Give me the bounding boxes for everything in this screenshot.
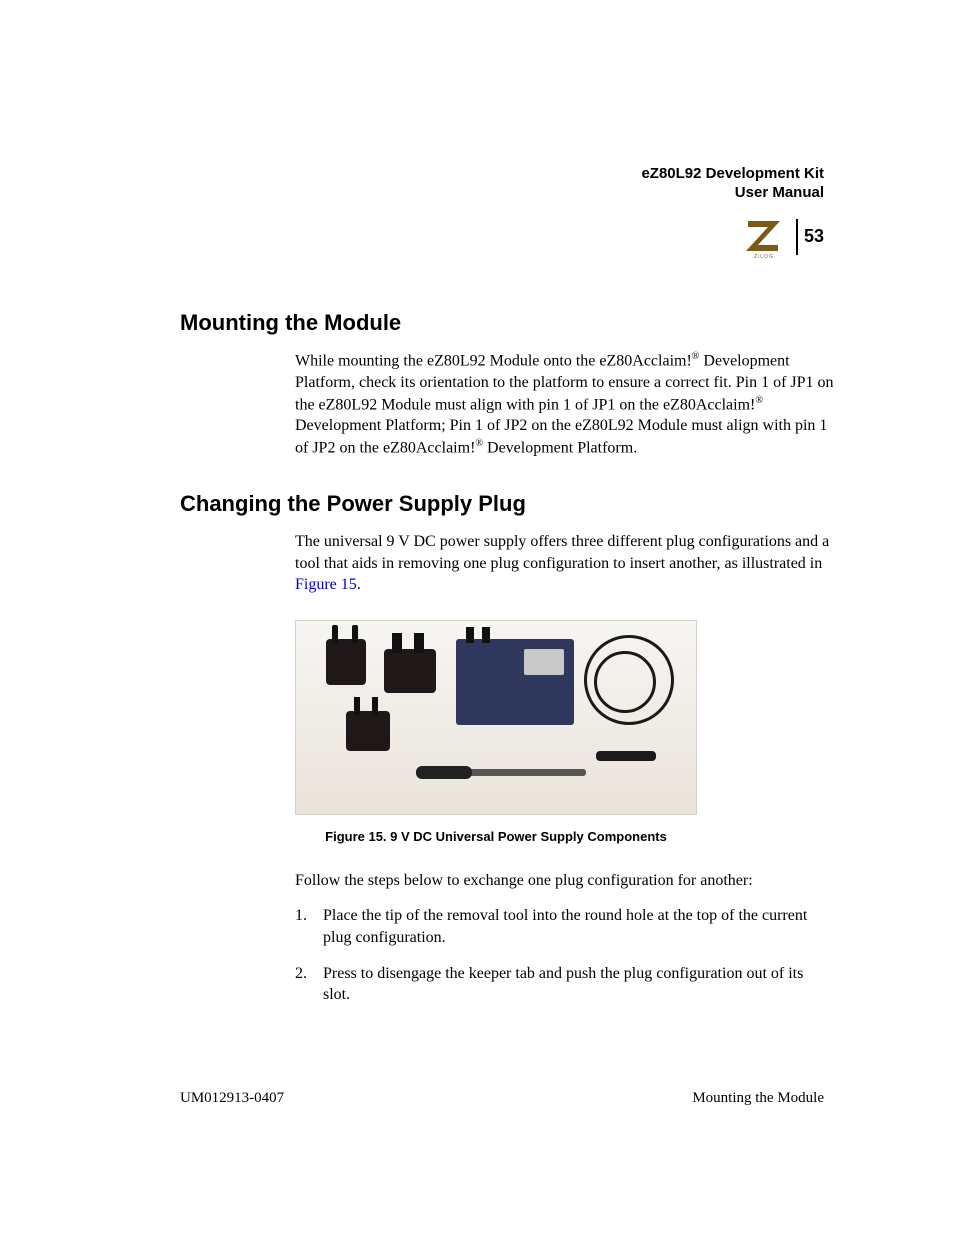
cable-connector [596,751,656,761]
plug-prong [354,697,360,715]
footer-section: Mounting the Module [692,1090,824,1107]
cable-loop [594,651,656,713]
mounting-paragraph: While mounting the eZ80L92 Module onto t… [295,350,834,459]
doc-title-line2: User Manual [641,184,824,203]
step-text: Place the tip of the removal tool into t… [323,905,834,948]
doc-title-line1: eZ80L92 Development Kit [641,165,824,184]
page-number: 53 [804,226,824,247]
plug-prong [332,625,338,643]
step-2: 2. Press to disengage the keeper tab and… [295,963,834,1006]
follow-paragraph: Follow the steps below to exchange one p… [295,870,834,892]
power-text-a: The universal 9 V DC power supply offers… [295,533,829,572]
step-text: Press to disengage the keeper tab and pu… [323,963,834,1006]
mounting-text-d: Development Platform. [483,439,637,456]
follow-text: Follow the steps below to exchange one p… [295,870,834,892]
figure-15: Figure 15. 9 V DC Universal Power Supply… [295,620,697,844]
figure-15-image [295,620,697,815]
plug-prong [372,697,378,715]
steps-list: 1. Place the tip of the removal tool int… [295,905,834,1005]
footer-doc-id: UM012913-0407 [180,1090,284,1107]
plug-prong [482,627,490,643]
step-number: 1. [295,905,323,948]
page-header: eZ80L92 Development Kit User Manual ZiLO… [641,165,824,259]
plug-prong [414,633,424,653]
plug-prong [466,627,474,643]
adapter-label [524,649,564,675]
figure-15-link[interactable]: Figure 15 [295,576,357,593]
registered-mark: ® [475,438,483,449]
step-1: 1. Place the tip of the removal tool int… [295,905,834,948]
page-footer: UM012913-0407 Mounting the Module [180,1090,824,1107]
tool-handle [416,766,472,779]
heading-mounting: Mounting the Module [180,310,834,336]
zilog-logo-icon: ZiLOG [742,215,786,259]
logo-text: ZiLOG [755,254,775,259]
plug-prong [392,633,402,653]
registered-mark: ® [755,395,763,406]
header-logo-row: ZiLOG 53 [641,215,824,259]
header-divider [796,219,798,255]
step-number: 2. [295,963,323,1006]
heading-power-plug: Changing the Power Supply Plug [180,491,834,517]
power-paragraph: The universal 9 V DC power supply offers… [295,531,834,596]
power-text-b: . [357,576,361,593]
mounting-text-a: While mounting the eZ80L92 Module onto t… [295,352,692,369]
figure-15-caption: Figure 15. 9 V DC Universal Power Supply… [295,829,697,844]
plug-prong [352,625,358,643]
